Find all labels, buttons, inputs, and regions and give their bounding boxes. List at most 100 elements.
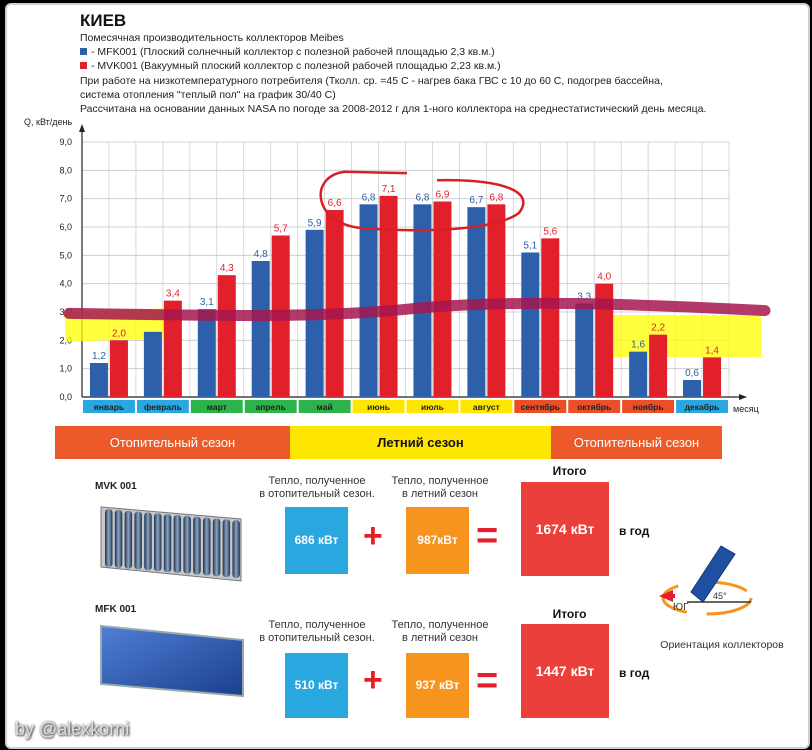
bar-value-label: 6,8 (416, 192, 430, 203)
note-line-2: система отопления "теплый пол" на график… (80, 89, 336, 101)
infographic-card: КИЕВ Помесячная производительность колле… (5, 3, 810, 749)
mfk-collector-image (100, 624, 244, 698)
x-tick-label: ноябрь (633, 402, 664, 412)
bar-MVK001-июнь (379, 195, 398, 397)
legend-mfk: - MFK001 (Плоский солнечный коллектор с … (80, 46, 495, 58)
mvk-per-year: в год (619, 524, 650, 538)
vacuum-tube (154, 513, 162, 572)
mvk-heating-caption: Тепло, полученное в отопительный сезон. (259, 475, 375, 500)
bar-value-label: 3,3 (577, 292, 591, 303)
bar-MVK001-октябрь (595, 283, 614, 397)
bar-MVK001-сентябрь (541, 238, 560, 397)
mvk-total-caption: Итого (552, 464, 587, 478)
y-axis-title: Q, кВт/день (24, 117, 72, 127)
mfk-model-label: MFK 001 (95, 604, 137, 615)
month-cell (136, 400, 189, 413)
legend-mfk-text: - MFK001 (Плоский солнечный коллектор с … (91, 46, 495, 58)
bar-value-label: 2,0 (112, 328, 126, 339)
bar-value-label: 1,2 (92, 351, 106, 362)
x-tick-label: февраль (144, 402, 182, 412)
x-tick-label: декабрь (685, 402, 720, 412)
y-tick-label: 8,0 (59, 165, 72, 175)
y-tick-label: 6,0 (59, 222, 72, 232)
south-arrow-shaft (665, 594, 675, 598)
mfk-summer-caption: Тепло, полученное в летний сезон (391, 619, 489, 644)
month-cell (244, 400, 297, 413)
bar-value-label: 4,3 (220, 263, 234, 274)
x-tick-label: июнь (367, 402, 390, 412)
vacuum-tube (183, 515, 191, 574)
vacuum-tube (144, 512, 152, 571)
page-title: КИЕВ (80, 11, 127, 30)
legend-mvk-text: - MVK001 (Вакуумный плоский коллектор с … (91, 60, 501, 72)
subtitle: Помесячная производительность коллекторо… (80, 32, 344, 44)
vacuum-tube (232, 520, 240, 579)
bar-MFK001-декабрь (683, 380, 702, 397)
x-tick-label: октябрь (577, 402, 611, 412)
collector-panel-icon (690, 545, 736, 603)
plus-sign: + (363, 517, 383, 555)
bar-value-label: 0,6 (685, 368, 699, 379)
y-tick-label: 7,0 (59, 194, 72, 204)
y-tick-label: 1,0 (59, 364, 72, 374)
bar-value-label: 5,9 (308, 218, 322, 229)
vacuum-tube (222, 519, 231, 578)
bar-MFK001-апрель (251, 261, 270, 397)
y-axis-arrow-icon (79, 124, 85, 132)
bar-value-label: 5,1 (523, 241, 537, 252)
month-cell (406, 400, 459, 413)
orientation-caption: Ориентация коллекторов (660, 639, 784, 651)
bar-value-label: 7,1 (382, 184, 396, 195)
hand-drawn-line-annotation (63, 297, 771, 322)
month-cell (190, 400, 243, 413)
season-label: Отопительный сезон (573, 435, 700, 450)
bar-value-label: 2,2 (651, 323, 665, 334)
bar-value-label: 6,7 (469, 195, 483, 206)
bar-MVK001-декабрь (703, 357, 722, 397)
legend-swatch-red (80, 62, 87, 69)
bar-value-label: 1,6 (631, 340, 645, 351)
bar-MFK001-март (197, 309, 216, 397)
month-cell (83, 400, 135, 413)
bar-MVK001-июль (433, 201, 452, 397)
month-cell (460, 400, 513, 413)
mvk-collector-image (100, 506, 242, 582)
bar-MFK001-июнь (359, 204, 378, 397)
x-tick-label: март (207, 402, 227, 412)
season-summer: Летний сезон (290, 426, 551, 459)
bar-value-label: 6,9 (436, 190, 450, 201)
x-tick-label: август (473, 402, 500, 412)
mvk-summer-caption: Тепло, полученное в летний сезон (391, 475, 489, 500)
y-tick-label: 5,0 (59, 250, 72, 260)
month-cell (622, 400, 675, 413)
bar-chart: Q, кВт/день0,01,02,03,04,05,06,07,08,09,… (24, 117, 771, 414)
y-tick-label: 0,0 (59, 392, 72, 402)
bar-value-label: 4,8 (254, 249, 268, 260)
x-tick-label: май (317, 402, 333, 412)
bar-value-label: 5,7 (274, 224, 288, 235)
bar-MVK001-ноябрь (649, 334, 668, 397)
highlight-annotation (613, 315, 761, 357)
orientation-diagram: ЮГ 45° (659, 545, 753, 616)
month-cell (568, 400, 621, 413)
plus-sign: + (363, 661, 383, 699)
bar-MFK001-ноябрь (629, 351, 648, 397)
mvk-heating-value: 686 кВт (285, 507, 348, 574)
vacuum-tube (203, 517, 211, 576)
mfk-total-value: 1447 кВт (521, 624, 609, 718)
legend-mvk: - MVK001 (Вакуумный плоский коллектор с … (80, 60, 501, 72)
month-cell (352, 400, 405, 413)
bar-MVK001-январь (109, 340, 128, 397)
vacuum-tube (193, 516, 201, 575)
bar-value-label: 6,8 (362, 192, 376, 203)
mfk-summer-value: 937 кВт (406, 653, 469, 718)
mvk-summer-value: 987кВт (406, 507, 469, 574)
bar-MFK001-октябрь (575, 303, 594, 397)
y-tick-label: 4,0 (59, 279, 72, 289)
x-tick-label: сентябрь (521, 402, 560, 412)
note-line-3: Рассчитана на основании данных NASA по п… (80, 103, 707, 115)
bar-MFK001-январь (89, 363, 108, 397)
vacuum-tube (134, 511, 142, 570)
watermark: by @alexkorni (15, 719, 130, 739)
